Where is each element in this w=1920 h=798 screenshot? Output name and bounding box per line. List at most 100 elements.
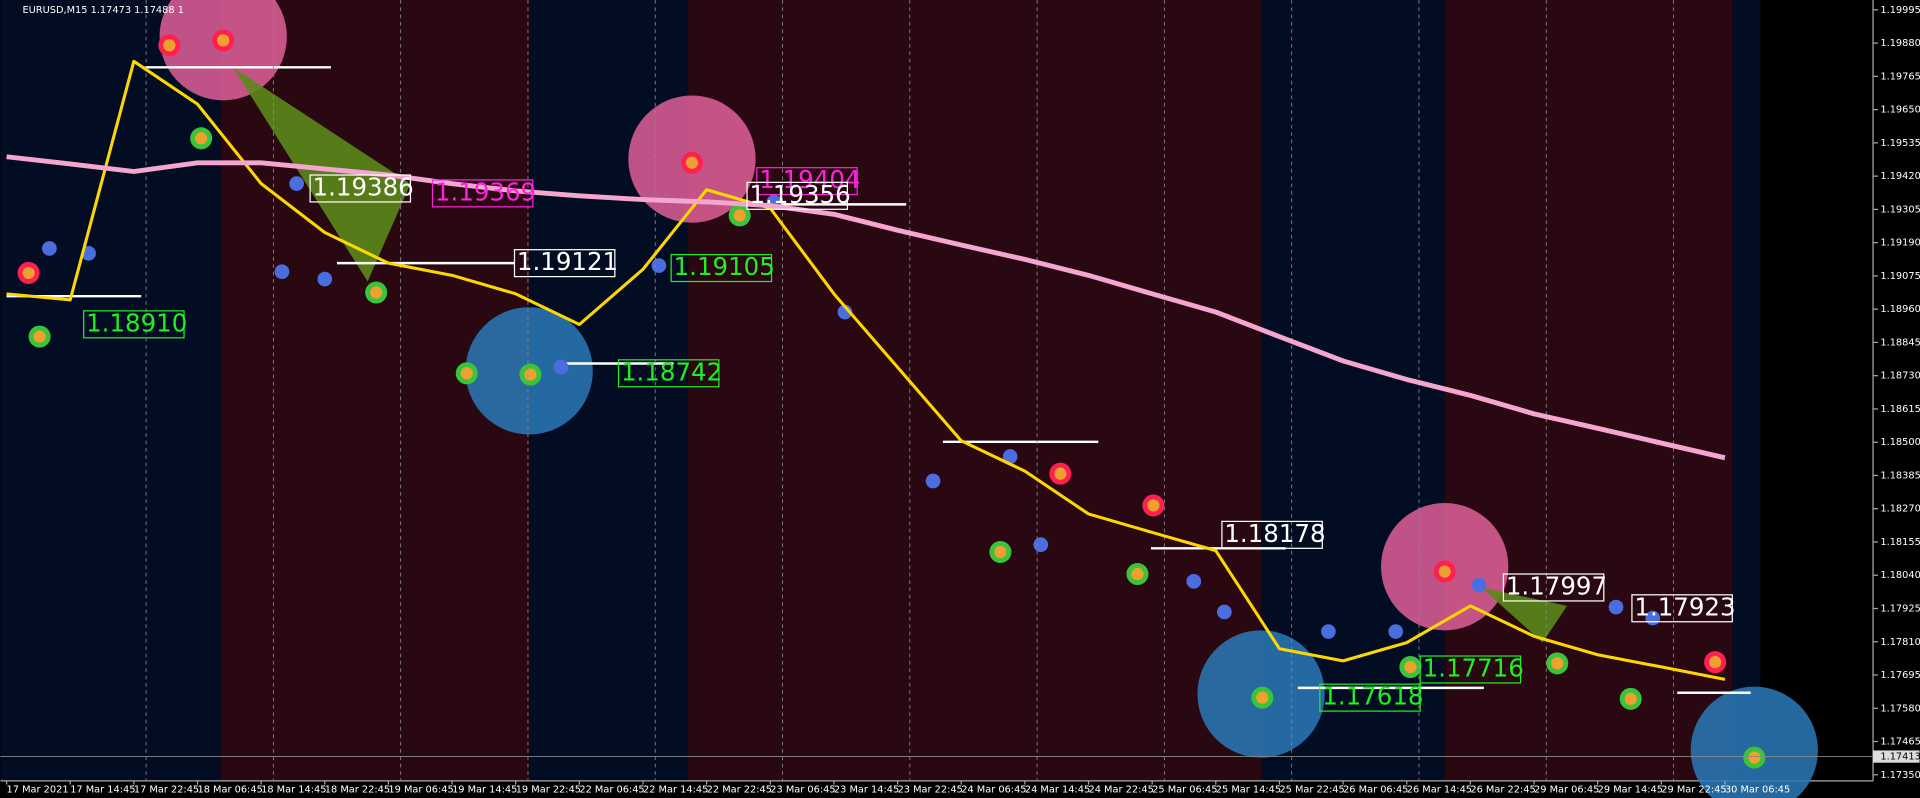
signal-dot: [1131, 567, 1144, 581]
signal-dot: [524, 368, 537, 381]
marker-dot: [317, 271, 333, 287]
signal-dot: [370, 286, 383, 299]
x-tick-label: 17 Mar 14:45: [70, 784, 135, 795]
y-tick-label: 1.19075: [1880, 271, 1920, 282]
x-tick-label: 19 Mar 14:45: [452, 784, 517, 795]
marker-dot: [1321, 624, 1336, 639]
annotation-label: 1.17923: [1634, 592, 1735, 621]
y-tick-label: 1.18500: [1880, 437, 1920, 448]
signal-dot: [733, 209, 746, 222]
annotation-box: [431, 179, 534, 208]
y-tick-label: 1.18385: [1880, 470, 1920, 481]
signal-dot: [994, 545, 1007, 559]
y-tick-label: 1.17810: [1880, 637, 1920, 648]
x-tick-label: 24 Mar 06:45: [961, 784, 1026, 795]
y-tick-label: 1.18730: [1880, 371, 1920, 382]
session-band: [1732, 0, 1761, 781]
annotation-box: [513, 249, 616, 278]
signal-dot: [33, 330, 46, 343]
annotation-label: 1.19356: [749, 180, 850, 209]
x-tick-label: 26 Mar 06:45: [1343, 784, 1408, 795]
marker-dot: [1388, 624, 1404, 639]
x-tick-label: 25 Mar 22:45: [1279, 784, 1344, 795]
signal-dot: [1748, 751, 1761, 764]
chart-title: EURUSD,M15 1.17473 1.17488 1: [22, 5, 183, 16]
x-tick-label: 24 Mar 14:45: [1025, 784, 1090, 795]
signal-dot: [685, 156, 699, 169]
signal-dot: [163, 39, 176, 52]
y-tick-label: 1.17695: [1880, 670, 1920, 681]
marker-dot: [42, 241, 57, 256]
annotation-label: 1.17618: [1322, 682, 1423, 711]
annotation-box: [617, 359, 720, 388]
marker-dot: [1186, 574, 1202, 589]
marker-dot: [289, 176, 304, 191]
x-tick-label: 29 Mar 14:45: [1598, 784, 1663, 795]
y-tick-label: 1.17580: [1880, 703, 1920, 714]
signal-dot: [1054, 467, 1067, 480]
x-tick-label: 23 Mar 22:45: [898, 784, 963, 795]
current-price-box: [1873, 750, 1920, 763]
signal-dot: [1551, 657, 1564, 670]
series-line: [6, 154, 1726, 461]
annotation-box: [1502, 573, 1605, 602]
signal-dot: [1624, 692, 1637, 705]
x-tick-label: 22 Mar 14:45: [643, 784, 708, 795]
marker-dot: [1217, 604, 1232, 620]
y-tick-label: 1.17465: [1880, 737, 1920, 748]
annotation-box: [746, 181, 849, 210]
x-tick-label: 25 Mar 14:45: [1216, 784, 1281, 795]
y-tick-label: 1.19535: [1880, 138, 1920, 149]
signal-dot: [217, 34, 230, 47]
annotation-box: [83, 310, 185, 339]
annotation-box: [670, 253, 773, 283]
x-tick-label: 17 Mar 22:45: [134, 784, 199, 795]
y-tick-label: 1.19880: [1880, 38, 1920, 49]
x-tick-label: 24 Mar 22:45: [1089, 784, 1154, 795]
annotation-label: 1.19121: [517, 247, 618, 276]
annotation-box: [756, 167, 858, 196]
signal-dot: [1256, 691, 1269, 704]
y-tick-label: 1.19420: [1880, 171, 1920, 182]
y-tick-label: 1.18040: [1880, 570, 1920, 581]
annotation-box: [309, 174, 412, 203]
marker-dot: [553, 359, 569, 375]
marker-dot: [1002, 449, 1018, 464]
annotation-box: [1631, 594, 1733, 623]
x-tick-label: 19 Mar 06:45: [388, 784, 453, 795]
session-band: [1760, 0, 1874, 781]
signal-dot: [22, 266, 35, 280]
x-tick-label: 19 Mar 22:45: [516, 784, 581, 795]
x-tick-label: 18 Mar 06:45: [197, 784, 262, 795]
marker-dot: [651, 258, 667, 273]
annotation-label: 1.18910: [86, 308, 187, 337]
x-tick-label: 29 Mar 06:45: [1534, 784, 1599, 795]
y-tick-label: 1.17925: [1880, 603, 1920, 614]
annotation-box: [1221, 520, 1323, 549]
y-tick-label: 1.19305: [1880, 204, 1920, 215]
x-tick-label: 29 Mar 22:45: [1661, 784, 1726, 795]
y-tick-label: 1.19995: [1880, 5, 1920, 16]
marker-dot: [837, 304, 853, 320]
series-line: [6, 59, 1726, 681]
signal-dot: [460, 367, 473, 380]
y-tick-label: 1.18960: [1880, 304, 1920, 315]
signal-dot: [1404, 660, 1417, 674]
y-tick-label: 1.19650: [1880, 105, 1920, 116]
marker-dot: [274, 264, 290, 280]
annotation-label: 1.19105: [674, 252, 775, 281]
annotation-label: 1.19404: [759, 165, 860, 194]
annotation-label: 1.18742: [621, 357, 722, 386]
y-tick-label: 1.19765: [1880, 71, 1920, 82]
x-tick-label: 30 Mar 06:45: [1725, 784, 1790, 795]
annotation-box: [1419, 655, 1522, 684]
x-tick-label: 18 Mar 14:45: [261, 784, 326, 795]
x-tick-label: 22 Mar 22:45: [707, 784, 772, 795]
annotation-label: 1.17997: [1506, 571, 1607, 600]
session-band: [0, 0, 221, 781]
annotation-label: 1.19369: [435, 177, 536, 206]
signal-circle: [1690, 686, 1818, 798]
session-band: [688, 0, 1262, 781]
